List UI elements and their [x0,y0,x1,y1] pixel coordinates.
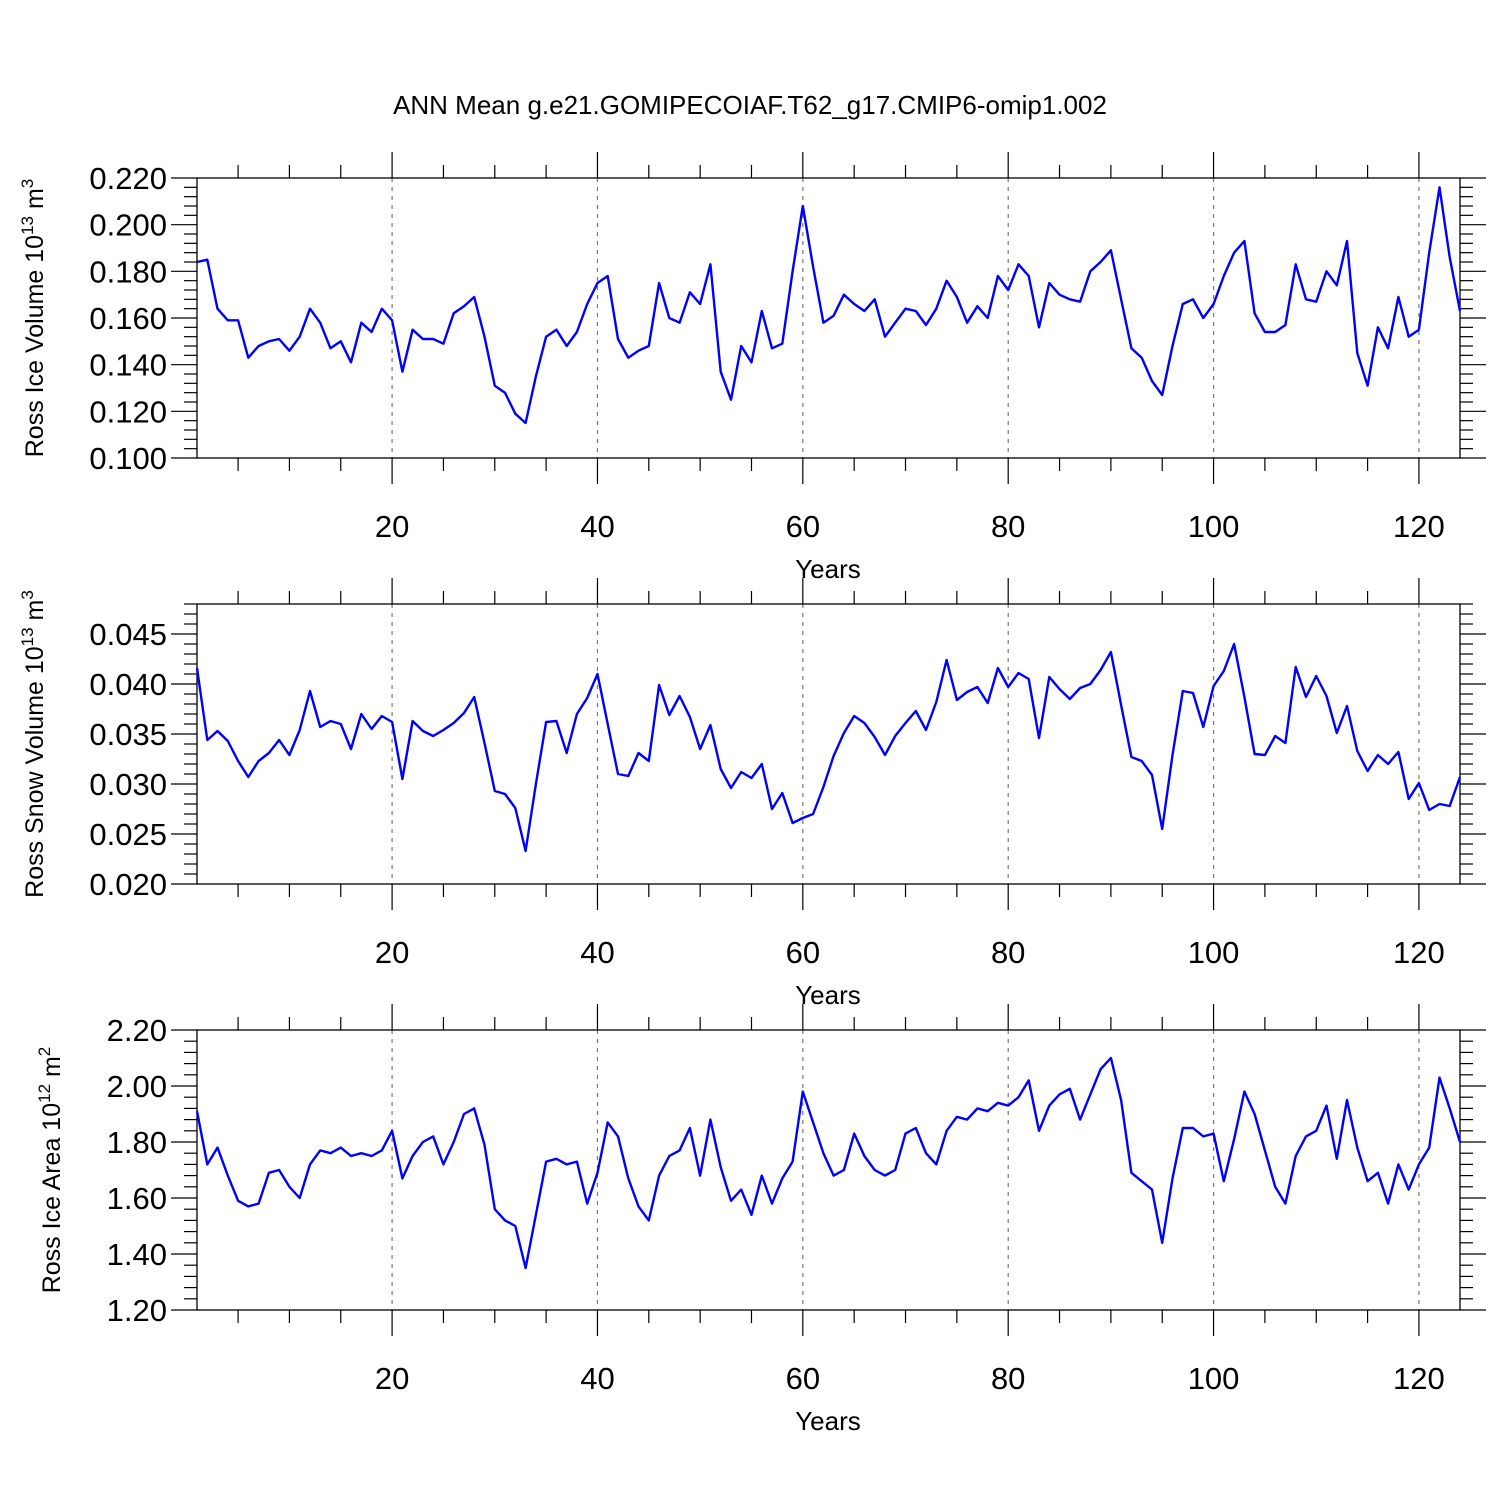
y-tick-label: 1.20 [107,1293,167,1328]
series-line [195,642,1462,853]
x-tick-label: 20 [375,509,409,544]
y-tick-label: 0.040 [89,667,167,702]
x-axis-title: Years [795,980,861,1010]
chart-panel-1: 0.100 0.120 0.140 0.160 0.180 0.200 0.220 20 40 6… [18,152,1486,584]
y-tick-label: 0.140 [89,348,167,383]
x-tick-label: 120 [1393,509,1445,544]
y-tick-label: 0.035 [89,717,167,752]
y-axis-title: Ross Ice Volume 1013 m3 [18,179,49,458]
y-tick-label: 0.020 [89,867,167,902]
x-tick-label: 60 [786,935,820,970]
x-tick-label: 60 [786,509,820,544]
x-axis-title: Years [795,1406,861,1436]
panels-group: 0.100 0.120 0.140 0.160 0.180 0.200 0.220 20 40 6… [18,152,1486,1436]
x-tick-label: 40 [580,1361,614,1396]
y-tick-label: 0.030 [89,767,167,802]
x-tick-label: 20 [375,935,409,970]
y-tick-label: 0.220 [89,161,167,196]
y-tick-label: 2.00 [107,1069,167,1104]
x-tick-label: 20 [375,1361,409,1396]
y-tick-label: 1.80 [107,1125,167,1160]
y-tick-label: 0.045 [89,617,167,652]
x-tick-label: 100 [1188,1361,1240,1396]
chart-title: ANN Mean g.e21.GOMIPECOIAF.T62_g17.CMIP6… [393,90,1107,120]
x-tick-label: 80 [991,935,1025,970]
y-tick-label: 1.60 [107,1181,167,1216]
x-tick-label: 120 [1393,1361,1445,1396]
y-tick-label: 2.20 [107,1013,167,1048]
x-tick-label: 80 [991,509,1025,544]
x-axis-title: Years [795,554,861,584]
y-axis-title: Ross Ice Area 1012 m2 [35,1047,66,1294]
y-tick-label: 0.025 [89,817,167,852]
y-tick-label: 0.160 [89,301,167,336]
plot-frame [196,1029,1461,1311]
x-tick-label: 100 [1188,509,1240,544]
x-tick-label: 120 [1393,935,1445,970]
x-tick-label: 80 [991,1361,1025,1396]
y-tick-label: 0.120 [89,394,167,429]
x-tick-label: 100 [1188,935,1240,970]
y-axis-title: Ross Snow Volume 1013 m3 [18,590,49,898]
y-tick-label: 1.40 [107,1237,167,1272]
y-tick-label: 0.200 [89,208,167,243]
series-line [195,1056,1462,1270]
chart-panel-2: 0.020 0.025 0.030 0.035 0.040 0.045 20 40 60 80 10… [18,578,1486,1010]
series-line [196,186,1462,425]
x-tick-label: 40 [580,509,614,544]
y-tick-label: 0.100 [89,441,167,476]
x-tick-label: 40 [580,935,614,970]
x-tick-label: 60 [786,1361,820,1396]
y-tick-label: 0.180 [89,254,167,289]
chart-panel-3: 1.20 1.40 1.60 1.80 2.00 2.20 20 40 60 80 100 120 Ye… [35,1004,1486,1436]
